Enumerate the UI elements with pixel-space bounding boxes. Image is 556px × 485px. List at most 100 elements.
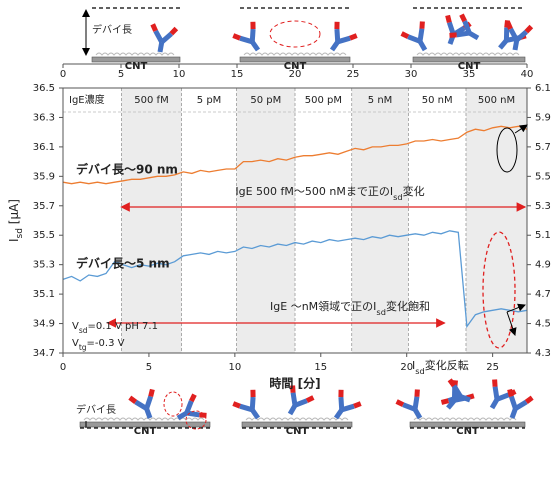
- condition-part: =-0.3 V: [87, 338, 125, 349]
- antibody-part: [354, 401, 361, 408]
- antibody-part: [492, 399, 497, 408]
- y2-tick-label: 4.9: [535, 260, 551, 271]
- antibody-part: [336, 410, 342, 418]
- figure: 500 fM5 pM50 pM500 pM5 nM50 nM500 nMIgE濃…: [0, 0, 556, 485]
- antibody-part: [160, 42, 162, 52]
- x-tick-label: 25: [486, 362, 499, 373]
- antibody-part: [526, 26, 531, 33]
- antibody-part: [469, 33, 478, 38]
- condition: Vsd=0.1 V: [72, 321, 122, 335]
- y2-tick-label: 4.3: [535, 348, 551, 359]
- band-label: 50 pM: [250, 95, 281, 106]
- antibody: [130, 389, 161, 422]
- antibody: [233, 22, 268, 57]
- band: [121, 88, 181, 353]
- x2-tick-label: 15: [231, 69, 244, 80]
- cnt-label: CNT: [134, 426, 157, 437]
- cnt-label: CNT: [286, 426, 309, 437]
- annotation-part: IgE 500 fM～500 nMまで正のI: [235, 185, 393, 198]
- molecules: [417, 53, 519, 55]
- debye-label: デバイ長: [76, 403, 116, 416]
- antibody-part: [332, 42, 338, 50]
- antibody: [482, 379, 516, 414]
- y-tick-label: 35.9: [33, 171, 55, 182]
- antibody-part: [171, 28, 176, 35]
- antibody: [402, 21, 436, 56]
- band: [237, 88, 295, 353]
- cnt-label: CNT: [458, 61, 481, 72]
- x2-tick-label: 25: [347, 69, 360, 80]
- antibody: [233, 390, 268, 425]
- y-tick-label: 35.3: [33, 260, 55, 271]
- annotation-part: sd: [393, 192, 403, 202]
- y2-tick-label: 5.1: [535, 230, 551, 241]
- cnt-label: CNT: [284, 61, 307, 72]
- band-label: 500 pM: [305, 95, 342, 106]
- y-axis-label-part: sd: [15, 228, 25, 238]
- antibody-part: [449, 32, 456, 38]
- y-axis-label-part: [μA]: [7, 199, 21, 228]
- antibody-part: [515, 40, 517, 50]
- antibody: [280, 385, 314, 420]
- x2-tick-label: 0: [60, 69, 66, 80]
- band-label: 500 fM: [134, 95, 168, 106]
- molecules: [244, 53, 346, 55]
- antibody-part: [130, 396, 136, 403]
- band-label: 50 nM: [422, 95, 453, 106]
- bands: [63, 88, 527, 353]
- band-label: 500 nM: [478, 95, 515, 106]
- antibody-part: [441, 399, 448, 405]
- condition-part: =0.1 V: [88, 321, 122, 332]
- annotation: Isd変化反転: [412, 358, 469, 376]
- antibody-part: [512, 409, 515, 418]
- highlight: [164, 392, 182, 416]
- antibody-part: [233, 401, 240, 408]
- antibody-part: [419, 21, 425, 28]
- x2-tick-label: 10: [173, 69, 186, 80]
- series-label: デバイ長～90 nm: [76, 162, 178, 177]
- x-axis-label: 時間 [分]: [269, 376, 320, 391]
- y2-tick-label: 5.3: [535, 201, 551, 212]
- x2-tick-label: 5: [118, 69, 124, 80]
- antibody-part: [497, 391, 509, 404]
- antibody-part: [402, 31, 408, 38]
- antibody-part: [334, 22, 341, 29]
- antibody-part: [147, 409, 150, 418]
- antibody: [322, 22, 357, 57]
- antibody-part: [350, 33, 357, 40]
- x2-tick-label: 40: [521, 69, 534, 80]
- x-tick-label: 0: [60, 362, 66, 373]
- antibody-part: [459, 15, 466, 21]
- antibody-part: [517, 30, 527, 41]
- antibody-part: [397, 399, 403, 406]
- antibody-part: [233, 33, 240, 40]
- molecules: [96, 53, 174, 55]
- x-tick-label: 15: [314, 362, 327, 373]
- antibody-part: [414, 389, 420, 396]
- antibody-part: [252, 410, 258, 418]
- antibody-part: [492, 379, 498, 386]
- antibody-part: [152, 24, 157, 31]
- annotation-part: 変化反転: [425, 358, 469, 372]
- antibody-part: [189, 395, 196, 401]
- x-tick-label: 10: [228, 362, 241, 373]
- antibody-part: [500, 40, 506, 48]
- highlight: [270, 21, 320, 47]
- y-axis-label: Isd [μA]: [7, 199, 25, 242]
- antibody: [326, 390, 361, 425]
- antibody-part: [178, 413, 187, 418]
- antibody-part: [290, 405, 295, 414]
- antibody-part: [461, 397, 470, 400]
- series-label: デバイ長～5 nm: [76, 256, 170, 271]
- y-tick-label: 35.1: [33, 289, 55, 300]
- y-tick-label: 35.7: [33, 201, 55, 212]
- antibody-part: [307, 395, 313, 402]
- y2-tick-label: 6.1: [535, 83, 551, 94]
- condition: pH 7.1: [125, 321, 158, 332]
- molecules: [246, 418, 348, 420]
- annotation-part: sd: [376, 307, 386, 317]
- annotation-part: 変化飽和: [386, 299, 430, 313]
- antibody-part: [250, 22, 257, 29]
- antibody: [148, 24, 176, 54]
- antibody-part: [250, 390, 257, 397]
